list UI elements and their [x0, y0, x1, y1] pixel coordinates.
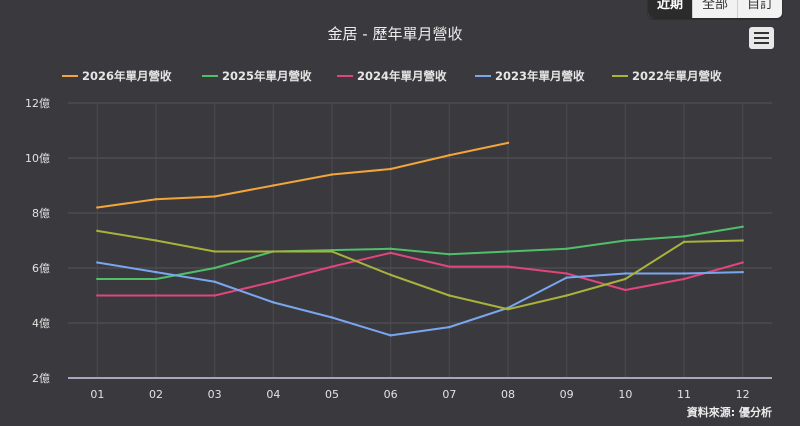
data-point[interactable]: [389, 247, 392, 250]
data-point[interactable]: [213, 294, 216, 297]
data-point[interactable]: [272, 184, 275, 187]
series-line[interactable]: [97, 229, 743, 311]
data-point[interactable]: [154, 198, 158, 201]
x-tick-label: 05: [325, 388, 339, 401]
data-point[interactable]: [389, 251, 392, 255]
data-point[interactable]: [624, 288, 627, 292]
data-point[interactable]: [213, 280, 216, 283]
hamburger-menu-icon[interactable]: [749, 27, 774, 49]
tab-all[interactable]: 全部: [691, 0, 737, 18]
tab-custom[interactable]: 自訂: [736, 0, 782, 18]
series-line[interactable]: [97, 225, 743, 280]
x-tick-label: 08: [501, 388, 515, 401]
data-point[interactable]: [741, 225, 744, 228]
data-point[interactable]: [389, 273, 392, 277]
data-point[interactable]: [506, 250, 510, 253]
data-point[interactable]: [448, 325, 451, 329]
y-tick-label: 12億: [25, 97, 50, 110]
x-tick-label: 01: [90, 388, 104, 401]
legend-item[interactable]: 2026年單月營收: [82, 69, 172, 83]
series-line[interactable]: [97, 251, 743, 297]
data-point[interactable]: [154, 239, 158, 242]
legend-item[interactable]: 2025年單月營收: [222, 69, 312, 83]
data-point[interactable]: [96, 206, 99, 209]
x-tick-label: 02: [149, 388, 163, 401]
source-note: 資料來源: 優分析: [687, 405, 772, 419]
tab-recent[interactable]: 近期: [647, 0, 692, 18]
x-tick-label: 04: [266, 388, 280, 401]
legend-item[interactable]: 2023年單月營收: [495, 69, 585, 83]
range-selector: 近期 全部 自訂: [647, 0, 782, 18]
data-point[interactable]: [330, 250, 334, 253]
data-point[interactable]: [624, 239, 627, 242]
x-tick-label: 07: [442, 388, 456, 401]
data-point[interactable]: [272, 250, 275, 253]
data-point[interactable]: [448, 154, 451, 157]
data-point[interactable]: [741, 239, 744, 242]
legend-item[interactable]: 2022年單月營收: [632, 69, 722, 83]
data-point[interactable]: [682, 272, 686, 275]
y-tick-label: 4億: [32, 317, 50, 330]
data-point[interactable]: [682, 235, 686, 238]
x-tick-label: 10: [618, 388, 632, 401]
data-point[interactable]: [448, 294, 451, 297]
x-tick-label: 11: [677, 388, 691, 401]
data-point[interactable]: [389, 334, 392, 337]
data-point[interactable]: [213, 250, 216, 253]
y-tick-label: 10億: [25, 152, 50, 165]
data-point[interactable]: [741, 270, 744, 274]
data-point[interactable]: [506, 265, 510, 268]
legend-item[interactable]: 2024年單月營收: [357, 69, 447, 83]
data-point[interactable]: [682, 240, 686, 244]
data-point[interactable]: [154, 270, 158, 274]
data-point[interactable]: [154, 277, 158, 281]
data-point[interactable]: [448, 253, 451, 256]
series-line[interactable]: [97, 141, 509, 209]
data-point[interactable]: [272, 280, 275, 283]
x-tick-label: 12: [736, 388, 750, 401]
y-tick-label: 8億: [32, 207, 50, 220]
data-point[interactable]: [96, 261, 99, 264]
data-point[interactable]: [624, 272, 627, 275]
series-line[interactable]: [97, 261, 743, 337]
x-tick-label: 09: [560, 388, 574, 401]
y-tick-label: 2億: [32, 372, 50, 385]
data-point[interactable]: [565, 276, 568, 279]
data-point[interactable]: [389, 167, 392, 171]
data-point[interactable]: [272, 301, 275, 304]
data-point[interactable]: [330, 316, 334, 319]
data-point[interactable]: [154, 294, 158, 297]
data-point[interactable]: [213, 266, 216, 270]
data-point[interactable]: [213, 195, 216, 198]
y-tick-label: 6億: [32, 262, 50, 275]
data-point[interactable]: [624, 277, 627, 281]
data-point[interactable]: [506, 141, 510, 145]
data-point[interactable]: [448, 265, 451, 268]
data-point[interactable]: [330, 173, 334, 176]
x-tick-label: 03: [208, 388, 222, 401]
x-tick-label: 06: [384, 388, 398, 401]
data-point[interactable]: [682, 277, 686, 281]
data-point[interactable]: [741, 261, 744, 264]
data-point[interactable]: [96, 294, 99, 297]
data-point[interactable]: [96, 229, 99, 233]
data-point[interactable]: [565, 294, 568, 297]
data-point[interactable]: [330, 265, 334, 268]
data-point[interactable]: [565, 247, 568, 250]
data-point[interactable]: [506, 308, 510, 311]
data-point[interactable]: [96, 277, 99, 281]
chart-title: 金居 - 歷年單月營收: [328, 25, 463, 43]
data-point[interactable]: [565, 272, 568, 275]
